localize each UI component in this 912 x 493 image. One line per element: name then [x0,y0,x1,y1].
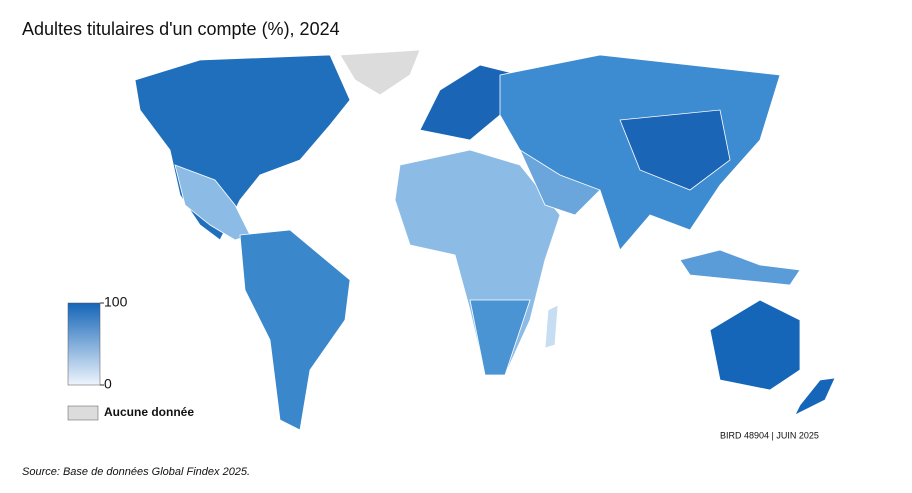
scale-label: 100 [104,294,128,310]
new-zealand [794,377,836,416]
china [619,109,731,191]
north-america [134,54,351,241]
south-america [239,229,351,431]
world [134,49,836,431]
greenland [339,49,421,96]
source: Source: Base de données Global Findex 20… [22,466,250,478]
no-data-swatch [67,405,99,421]
map-title: Adultes titulaires d'un compte (%), 2024 [22,19,340,39]
scale-label: 0 [104,376,112,392]
credit: BIRD 48904 | JUIN 2025 [720,430,819,440]
southern-africa [469,299,531,376]
madagascar [544,304,559,349]
australia [709,299,801,391]
color-scale [67,302,101,386]
no-data-label: Aucune donnée [104,405,194,419]
indonesia [679,249,801,286]
legend: Aucune donnée 100 0 [67,294,194,421]
